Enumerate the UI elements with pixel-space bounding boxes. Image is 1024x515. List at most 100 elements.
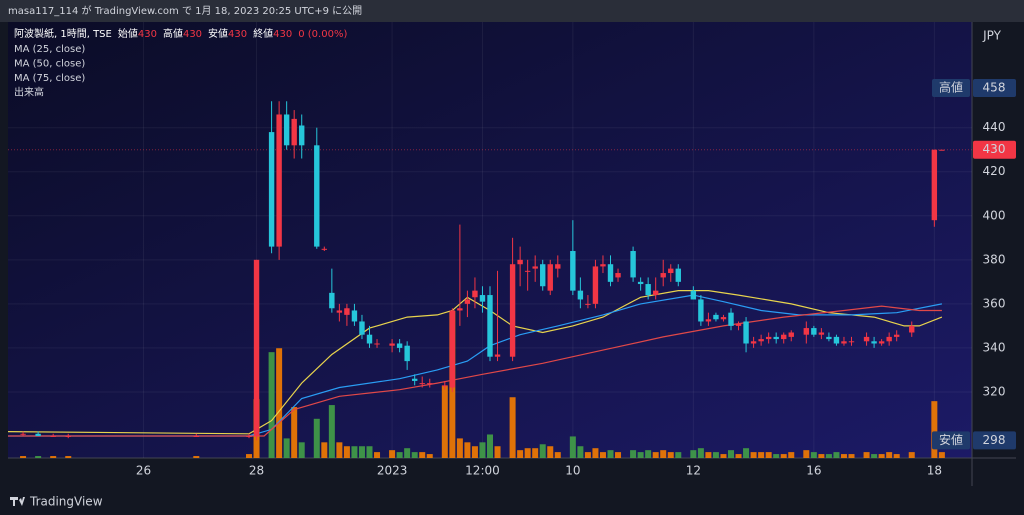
candle-body	[276, 114, 282, 247]
candle-body	[841, 341, 847, 344]
volume-bar	[366, 446, 373, 458]
volume-bar	[743, 448, 750, 458]
candle-body	[931, 149, 938, 221]
low-label-text: 安値	[939, 432, 963, 447]
volume-bar	[675, 452, 682, 458]
volume-bar	[374, 452, 381, 458]
volume-bar	[803, 450, 810, 458]
volume-bar	[441, 385, 448, 458]
candle-body	[540, 264, 546, 287]
candle-body	[893, 334, 900, 337]
volume-bar	[750, 452, 757, 458]
volume-bar	[637, 452, 644, 458]
candle-body	[570, 251, 576, 291]
candle-body	[246, 435, 252, 437]
candle-body	[652, 290, 659, 296]
candle-body	[35, 433, 41, 436]
volume-bar	[886, 452, 893, 458]
candle-body	[65, 435, 71, 437]
volume-bar	[720, 454, 727, 458]
candle-body	[720, 317, 727, 320]
volume-bar	[728, 450, 734, 458]
volume-bar	[758, 452, 765, 458]
candle-body	[788, 332, 794, 337]
volume-bar	[35, 456, 42, 458]
volume-bar	[268, 352, 275, 458]
volume-bar	[908, 452, 915, 458]
volume-bar	[878, 454, 885, 458]
candle-body	[366, 334, 373, 344]
volume-bar	[351, 446, 358, 458]
x-tick-label: 10	[565, 464, 580, 478]
candle-body	[848, 341, 855, 343]
volume-bar	[532, 448, 539, 458]
volume-bar	[697, 448, 704, 458]
candle-body	[690, 290, 697, 300]
x-tick-label: 18	[927, 464, 942, 478]
candle-body	[299, 125, 305, 146]
header: masa117_114 が TradingView.com で 1月 18, 2…	[8, 4, 362, 17]
volume-bar	[690, 450, 697, 458]
volume-bar	[818, 454, 825, 458]
ohlc-value: 430	[228, 29, 247, 40]
candle-body	[645, 284, 651, 296]
header-bar	[0, 0, 1024, 22]
volume-bar	[283, 438, 290, 458]
low-label-value-box	[973, 431, 1016, 450]
x-tick-label: 16	[806, 464, 821, 478]
ohlc-label: 始値	[118, 27, 138, 40]
volume-bar	[848, 454, 855, 458]
volume-bar	[735, 454, 742, 458]
candle-body	[735, 323, 742, 326]
candle-body	[600, 264, 606, 267]
change: 0 (0.00%)	[298, 29, 347, 40]
candle-body	[758, 339, 764, 342]
volume-bar	[931, 401, 938, 458]
volume-bar	[599, 452, 606, 458]
volume-bar	[833, 452, 840, 458]
candle-body	[630, 251, 636, 278]
candle-body	[359, 321, 365, 335]
low-label-value: 298	[983, 433, 1006, 447]
volume-bar	[788, 452, 795, 458]
candle-body	[833, 336, 840, 344]
x-tick-label: 12:00	[465, 464, 500, 478]
volume-bar	[554, 452, 561, 458]
volume-bar	[321, 442, 328, 458]
candle-body	[351, 310, 358, 322]
candle-body	[449, 310, 456, 388]
candle-body	[811, 328, 817, 335]
candle-body	[396, 343, 403, 348]
candle-body	[878, 341, 885, 344]
candle-body	[20, 433, 26, 435]
legend-entry: MA (25, close)	[14, 44, 85, 55]
last-price-value-box	[973, 140, 1016, 159]
volume-bar	[464, 442, 471, 458]
ohlc-value: 430	[138, 29, 157, 40]
legend-symbol: 阿波製紙, 1時間, TSE 始値430 高値430 安値430 終値430 0 (0.0…	[14, 27, 347, 40]
volume-bar	[517, 450, 524, 458]
volume-bar	[328, 405, 335, 458]
candle-body	[615, 273, 621, 278]
volume-bar	[863, 452, 870, 458]
candle-body	[50, 435, 56, 437]
volume-bar	[938, 452, 945, 458]
volume-bar	[607, 450, 614, 458]
volume-bar	[871, 454, 878, 458]
volume-bar	[630, 450, 637, 458]
candle-body	[321, 248, 328, 250]
volume-bar	[20, 456, 27, 458]
x-tick-label: 26	[136, 464, 151, 478]
candle-body	[713, 314, 719, 320]
candle-body	[939, 149, 945, 151]
volume-bar	[276, 348, 283, 458]
candle-body	[487, 295, 493, 357]
candle-body	[547, 264, 553, 291]
candle-body	[427, 383, 433, 385]
volume-bar	[765, 452, 772, 458]
ohlc-label: 終値	[253, 27, 273, 40]
ma-line	[8, 294, 943, 437]
volume-bar	[471, 446, 478, 458]
volume-bar	[246, 454, 252, 458]
volume-bar	[419, 452, 426, 458]
